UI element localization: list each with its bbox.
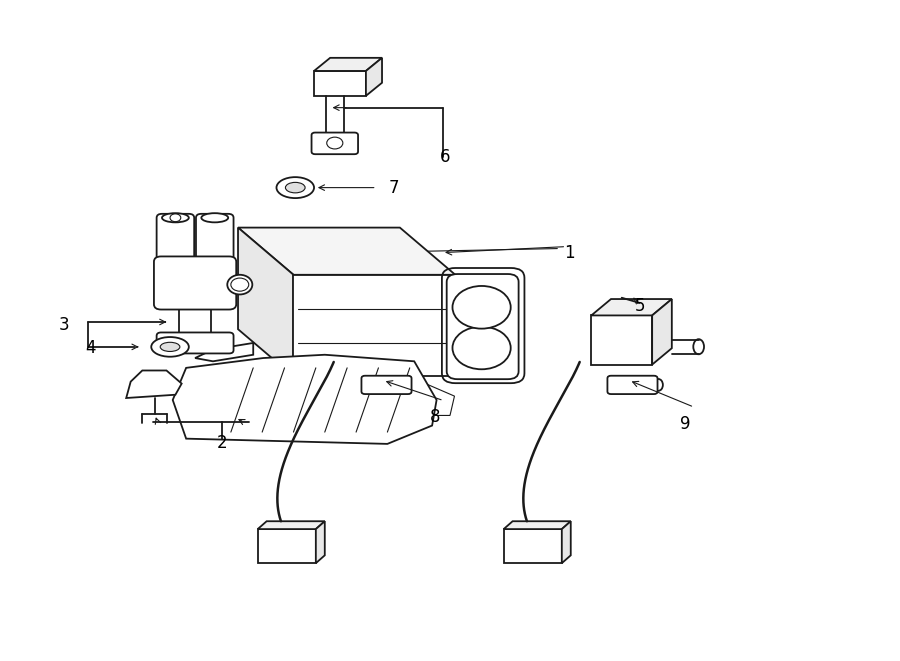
Polygon shape <box>173 355 436 444</box>
Polygon shape <box>293 275 466 376</box>
Circle shape <box>175 391 198 408</box>
FancyBboxPatch shape <box>362 375 411 394</box>
Ellipse shape <box>693 339 704 354</box>
FancyBboxPatch shape <box>311 133 358 154</box>
Polygon shape <box>238 227 455 275</box>
Ellipse shape <box>276 177 314 198</box>
Polygon shape <box>126 370 182 398</box>
Text: 8: 8 <box>429 408 440 426</box>
Ellipse shape <box>151 337 189 357</box>
FancyBboxPatch shape <box>446 274 518 379</box>
Polygon shape <box>562 522 571 563</box>
Text: 6: 6 <box>440 148 451 166</box>
Polygon shape <box>591 299 671 315</box>
Polygon shape <box>195 343 253 362</box>
Polygon shape <box>652 299 671 365</box>
Polygon shape <box>257 529 316 563</box>
Polygon shape <box>238 227 293 376</box>
Ellipse shape <box>202 214 229 222</box>
Text: 3: 3 <box>58 316 69 334</box>
FancyBboxPatch shape <box>196 214 233 269</box>
Text: 5: 5 <box>634 297 645 315</box>
Polygon shape <box>316 522 325 563</box>
Polygon shape <box>504 529 562 563</box>
Ellipse shape <box>160 342 180 352</box>
FancyBboxPatch shape <box>154 256 236 309</box>
Circle shape <box>453 286 510 329</box>
Text: 9: 9 <box>680 414 690 432</box>
Ellipse shape <box>285 182 305 193</box>
Polygon shape <box>314 58 382 71</box>
Text: 1: 1 <box>563 244 574 262</box>
Polygon shape <box>314 71 366 96</box>
Polygon shape <box>504 522 571 529</box>
Polygon shape <box>591 315 652 365</box>
Text: 4: 4 <box>86 339 95 357</box>
Polygon shape <box>634 378 656 392</box>
Circle shape <box>453 327 510 369</box>
Ellipse shape <box>654 379 663 391</box>
Circle shape <box>393 391 417 408</box>
Ellipse shape <box>408 379 417 391</box>
FancyBboxPatch shape <box>157 214 194 269</box>
FancyBboxPatch shape <box>157 332 233 354</box>
Polygon shape <box>257 522 325 529</box>
Ellipse shape <box>162 214 189 222</box>
Polygon shape <box>428 385 454 416</box>
Polygon shape <box>388 378 410 392</box>
Text: 7: 7 <box>389 178 399 196</box>
Polygon shape <box>366 58 382 96</box>
Text: 2: 2 <box>217 434 227 452</box>
Ellipse shape <box>228 275 252 294</box>
FancyBboxPatch shape <box>608 375 658 394</box>
